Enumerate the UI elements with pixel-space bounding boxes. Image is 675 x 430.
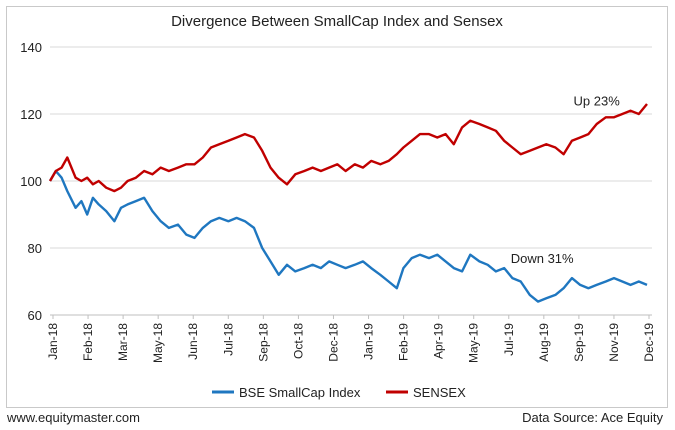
series-line-smallcap — [48, 169, 648, 303]
x-tick-label: Dec-19 — [642, 323, 656, 362]
y-tick-label: 80 — [28, 241, 42, 256]
x-tick-label: May-19 — [467, 323, 481, 363]
x-tick-label: Jan-19 — [362, 323, 376, 360]
x-tick-label: Aug-19 — [537, 323, 551, 362]
x-tick-label: Jul-18 — [221, 323, 235, 356]
x-tick-label: Feb-18 — [81, 323, 95, 361]
site-url[interactable]: www.equitymaster.com — [7, 410, 140, 425]
series-lines — [48, 103, 648, 303]
data-source: Data Source: Ace Equity — [522, 410, 663, 425]
grid-lines — [50, 46, 652, 316]
legend-label: BSE SmallCap Index — [239, 385, 361, 400]
line-chart: Divergence Between SmallCap Index and Se… — [20, 13, 656, 400]
annotations: Up 23% Down 31% — [511, 94, 621, 266]
y-tick-label: 100 — [20, 174, 42, 189]
series-line-sensex — [48, 103, 648, 193]
y-tick-label: 60 — [28, 308, 42, 323]
x-tick-label: Sep-18 — [256, 323, 270, 362]
x-tick-label: Nov-19 — [607, 323, 621, 362]
x-tick-label: Jan-18 — [46, 323, 60, 360]
legend-label: SENSEX — [413, 385, 466, 400]
annotation-label: Down 31% — [511, 251, 574, 266]
chart-title: Divergence Between SmallCap Index and Se… — [171, 13, 503, 30]
chart-frame — [6, 6, 668, 408]
annotation-label: Up 23% — [574, 94, 621, 109]
y-tick-label: 140 — [20, 40, 42, 55]
y-tick-label: 120 — [20, 107, 42, 122]
x-tick-label: Jul-19 — [502, 323, 516, 356]
x-tick-label: Dec-18 — [326, 323, 340, 362]
y-axis: 60 80 100 120 140 — [20, 40, 42, 323]
x-tick-label: Feb-19 — [397, 323, 411, 361]
legend: BSE SmallCap Index SENSEX — [212, 385, 466, 400]
x-tick-label: May-18 — [151, 323, 165, 363]
x-tick-label: Mar-18 — [116, 323, 130, 361]
x-tick-label: Oct-18 — [291, 323, 305, 359]
x-tick-label: Apr-19 — [432, 323, 446, 359]
x-tick-label: Sep-19 — [572, 323, 586, 362]
x-tick-label: Jun-18 — [186, 323, 200, 360]
x-axis: Jan-18 Feb-18 Mar-18 May-18 Jun-18 Jul-18 Sep-… — [46, 315, 656, 363]
